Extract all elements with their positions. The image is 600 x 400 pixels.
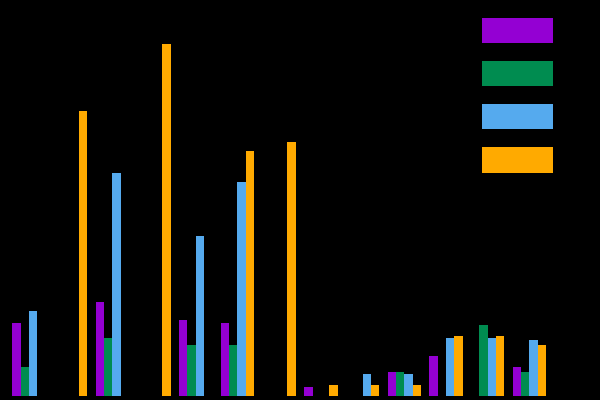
Bar — [529, 340, 538, 396]
Bar — [404, 374, 413, 396]
FancyBboxPatch shape — [482, 18, 553, 43]
Bar — [95, 302, 104, 396]
FancyBboxPatch shape — [482, 104, 553, 130]
Bar — [413, 385, 421, 396]
Bar — [104, 338, 112, 396]
Bar — [112, 173, 121, 396]
Bar — [238, 182, 246, 396]
Bar — [538, 345, 546, 396]
Bar — [496, 336, 505, 396]
Bar — [304, 387, 313, 396]
Bar — [187, 345, 196, 396]
Bar — [221, 322, 229, 396]
Bar — [79, 111, 88, 396]
Bar — [396, 372, 404, 396]
FancyBboxPatch shape — [482, 147, 553, 172]
Bar — [479, 325, 488, 396]
Bar — [246, 151, 254, 396]
Bar — [362, 374, 371, 396]
Bar — [512, 367, 521, 396]
Bar — [388, 372, 396, 396]
Bar — [521, 372, 529, 396]
Bar — [12, 322, 20, 396]
FancyBboxPatch shape — [482, 61, 553, 86]
Bar — [196, 236, 204, 396]
Bar — [20, 367, 29, 396]
Bar — [454, 336, 463, 396]
Bar — [446, 338, 454, 396]
Bar — [287, 142, 296, 396]
Bar — [29, 311, 37, 396]
Bar — [179, 320, 187, 396]
Bar — [163, 44, 171, 396]
Bar — [429, 356, 437, 396]
Bar — [488, 338, 496, 396]
Bar — [371, 385, 379, 396]
Bar — [329, 385, 338, 396]
Bar — [229, 345, 238, 396]
